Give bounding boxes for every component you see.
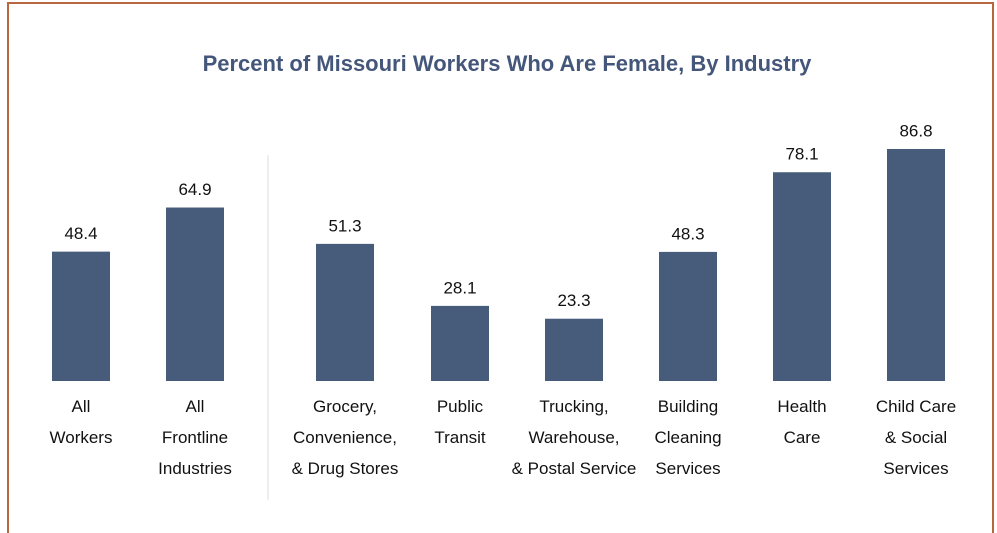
value-label: 86.8 bbox=[899, 121, 932, 140]
bar bbox=[545, 318, 603, 381]
bar bbox=[431, 305, 489, 381]
bar bbox=[773, 172, 831, 381]
value-label: 78.1 bbox=[785, 145, 818, 164]
value-label: 23.3 bbox=[557, 291, 590, 310]
value-label: 51.3 bbox=[328, 216, 361, 235]
frame bbox=[7, 2, 994, 533]
x-tick-label: Trucking, Warehouse, & Postal Service bbox=[512, 397, 637, 478]
value-label: 64.9 bbox=[178, 180, 211, 199]
bar bbox=[659, 251, 717, 381]
value-label: 28.1 bbox=[443, 278, 476, 297]
value-label: 48.4 bbox=[64, 224, 97, 243]
x-tick-label: All Frontline Industries bbox=[158, 397, 232, 478]
x-tick-label: All Workers bbox=[50, 397, 113, 447]
x-tick-label: Health Care bbox=[777, 397, 826, 447]
bar bbox=[316, 243, 374, 381]
bar bbox=[166, 207, 224, 381]
x-tick-label: Child Care & Social Services bbox=[876, 397, 956, 478]
chart-title: Percent of Missouri Workers Who Are Fema… bbox=[203, 51, 813, 76]
x-tick-label: Public Transit bbox=[434, 397, 486, 447]
x-tick-label: Grocery, Convenience, & Drug Stores bbox=[292, 397, 399, 478]
bar bbox=[52, 251, 110, 381]
bar bbox=[887, 148, 945, 381]
value-label: 48.3 bbox=[671, 224, 704, 243]
x-tick-label: Building Cleaning Services bbox=[654, 397, 721, 478]
